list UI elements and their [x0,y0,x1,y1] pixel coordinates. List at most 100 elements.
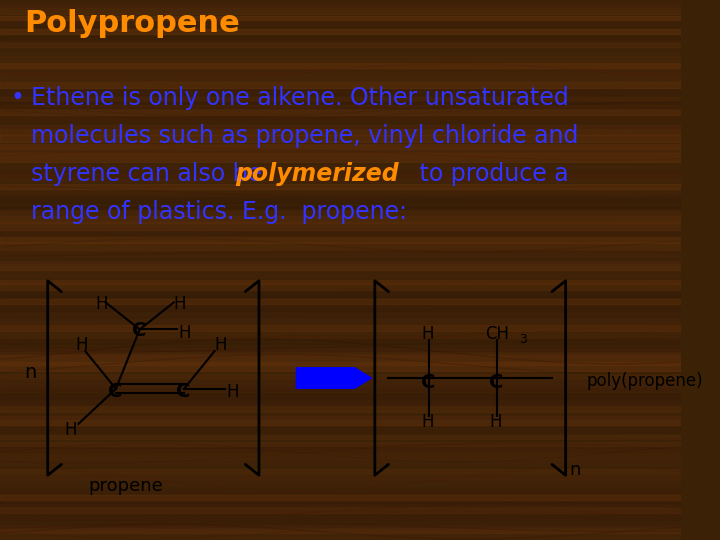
Text: H: H [421,325,433,343]
Bar [0,325,682,330]
Bar [0,383,682,392]
Bar [0,489,682,492]
Text: H: H [179,323,191,341]
Bar [0,36,682,40]
Bar [0,308,682,317]
Text: molecules such as propene, vinyl chloride and: molecules such as propene, vinyl chlorid… [31,124,578,148]
Bar [0,460,682,465]
Text: H: H [65,421,77,438]
Bar [0,280,682,284]
Text: H: H [490,413,502,430]
Bar [0,282,682,291]
Text: CH: CH [485,325,509,343]
Bar [0,300,682,303]
Text: styrene can also be: styrene can also be [31,162,269,186]
Bar [0,184,682,189]
Text: poly(propene): poly(propene) [586,372,703,390]
Bar [0,29,682,33]
Text: range of plastics. E.g.  propene:: range of plastics. E.g. propene: [31,200,407,224]
Text: H: H [75,336,87,354]
Bar [0,300,682,310]
Bar [0,101,682,108]
Bar [0,89,682,94]
Text: n: n [569,461,580,479]
Bar [0,260,682,263]
Text: to produce a: to produce a [413,162,569,186]
Text: C: C [132,321,146,340]
Bar [0,63,682,68]
Bar [0,355,682,365]
Bar [0,406,682,411]
Bar [0,469,682,472]
Bar [0,216,682,222]
Text: H: H [96,295,108,313]
Bar [0,496,682,507]
Bar [0,125,682,128]
Bar [0,64,682,74]
Text: C: C [421,373,436,392]
Text: •: • [10,86,24,110]
Bar [0,5,682,14]
Bar [0,116,682,122]
Bar [0,450,682,459]
Text: C: C [108,382,122,401]
Bar [0,348,682,357]
Bar [0,0,682,6]
Text: polymerized: polymerized [235,162,399,186]
Bar [0,40,682,47]
Bar [0,374,682,378]
Bar [0,194,682,202]
Bar [0,242,682,249]
Bar [0,415,682,418]
Bar [0,273,682,276]
Bar [0,189,682,195]
Bar [0,416,682,426]
Bar [0,378,682,384]
Bar [0,288,682,297]
Bar [0,144,682,148]
Bar [0,435,682,438]
Bar [0,206,682,209]
Bar [0,446,682,453]
Bar [0,172,682,176]
Text: Polypropene: Polypropene [24,9,240,38]
Text: propene: propene [89,477,163,495]
Bar [0,388,682,399]
FancyArrow shape [297,368,372,388]
Text: H: H [215,336,228,354]
Bar [0,210,682,216]
Bar [0,153,682,162]
Bar [0,237,682,243]
Bar [0,222,682,230]
Text: H: H [421,413,433,430]
Bar [0,16,682,20]
Bar [0,523,682,526]
Text: C: C [490,373,504,392]
Bar [0,495,682,500]
Bar [0,165,682,168]
Bar [0,97,682,102]
Bar [0,56,682,60]
Text: n: n [24,363,36,382]
Bar [0,399,682,405]
Bar [0,347,682,351]
Bar [0,105,682,115]
Text: H: H [226,383,239,401]
Bar [0,173,682,183]
Bar [0,362,682,372]
Bar [0,125,682,135]
Bar [0,228,682,237]
Bar [0,333,682,338]
Bar [0,145,682,156]
Bar [0,422,682,432]
Bar [0,317,682,324]
Text: 3: 3 [519,333,527,346]
Bar [0,21,682,27]
Bar [0,479,682,486]
Bar [0,83,682,87]
Bar [0,251,682,256]
Bar [0,474,682,480]
Bar [0,526,682,534]
Bar [0,442,682,446]
Bar [0,51,682,54]
